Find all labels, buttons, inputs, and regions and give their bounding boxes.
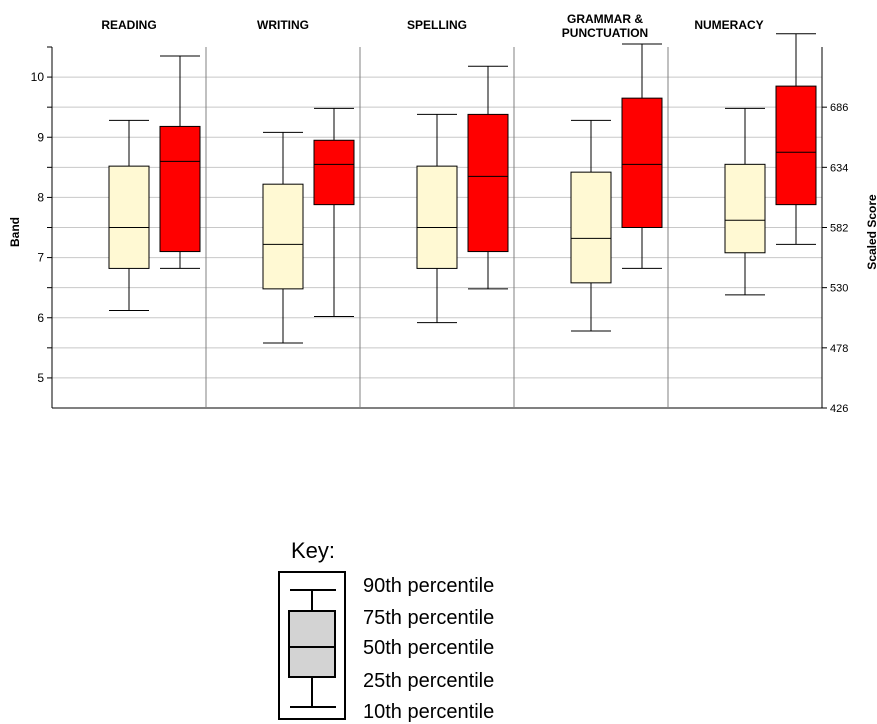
domain-title: SPELLING — [407, 18, 467, 32]
left-tick-label: 10 — [31, 70, 45, 84]
right-axis-ticks: 426 478 530 582 634 686 — [822, 102, 848, 415]
box-comparison — [159, 55, 201, 269]
right-axis-title: Scaled Score — [865, 194, 877, 270]
right-tick-label: 426 — [830, 403, 848, 415]
iqr-box — [724, 163, 766, 254]
key-label-p10: 10th percentile — [363, 701, 495, 723]
right-tick-label: 478 — [830, 343, 848, 355]
iqr-box — [416, 165, 458, 269]
iqr-box — [108, 165, 150, 269]
left-tick-label: 7 — [37, 251, 44, 265]
box-school — [724, 107, 766, 296]
right-tick-label: 634 — [830, 162, 848, 174]
right-tick-label: 582 — [830, 223, 848, 235]
iqr-box — [313, 139, 355, 206]
right-tick-label: 530 — [830, 283, 848, 295]
iqr-box — [775, 85, 817, 206]
iqr-box — [621, 97, 663, 229]
box-school — [416, 113, 458, 324]
box-series — [108, 33, 817, 344]
iqr-box — [467, 113, 509, 253]
box-school — [108, 119, 150, 312]
key-box — [278, 571, 346, 720]
box-comparison — [467, 65, 509, 290]
key-boxplot-icon — [288, 589, 336, 708]
iqr-box — [570, 171, 612, 284]
iqr-box — [262, 183, 304, 290]
key-title: Key: — [291, 538, 336, 563]
domain-title: GRAMMAR & — [567, 12, 643, 26]
right-tick-label: 686 — [830, 102, 848, 114]
key-label-p75: 75th percentile — [363, 607, 495, 629]
box-comparison — [775, 33, 817, 245]
box-school — [262, 131, 304, 344]
iqr-box — [159, 125, 201, 253]
boxplot-chart: READING WRITING SPELLING GRAMMAR &PUNCTUATI… — [8, 12, 877, 415]
box-comparison — [313, 107, 355, 318]
key-label-p25: 25th percentile — [363, 670, 495, 692]
key-label-p90: 90th percentile — [363, 575, 495, 597]
domain-title: WRITING — [257, 18, 309, 32]
key-label-p50: 50th percentile — [363, 637, 495, 659]
domain-titles: READING WRITING SPELLING GRAMMAR &PUNCTUATI… — [101, 12, 763, 40]
left-tick-label: 5 — [37, 371, 44, 385]
left-tick-label: 9 — [37, 130, 44, 144]
left-axis-title: Band — [8, 217, 22, 247]
left-tick-label: 6 — [37, 311, 44, 325]
left-tick-label: 8 — [37, 190, 44, 204]
domain-title: READING — [101, 18, 156, 32]
box-school — [570, 119, 612, 332]
domain-title: NUMERACY — [694, 18, 763, 32]
left-axis-ticks: 5 6 7 8 9 10 — [31, 46, 52, 385]
domain-title: PUNCTUATION — [562, 26, 648, 40]
box-comparison — [621, 43, 663, 269]
